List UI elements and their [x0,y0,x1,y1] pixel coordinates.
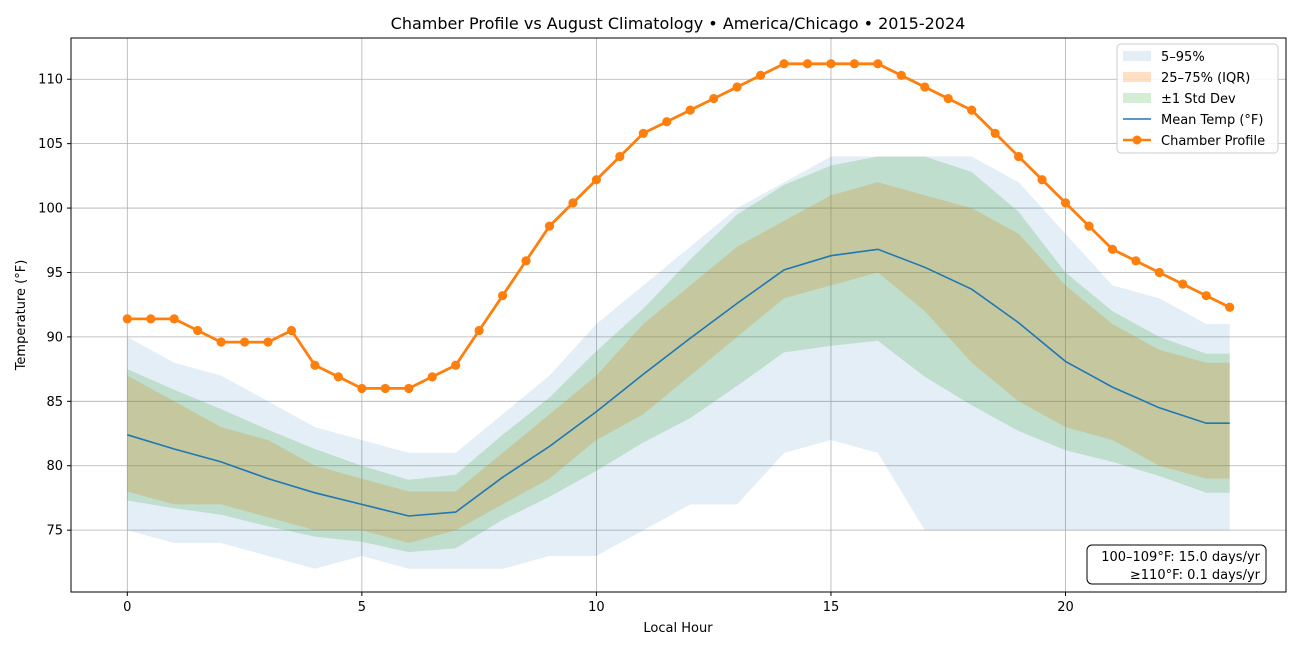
chamber-point [802,59,813,69]
x-tick-label: 5 [358,600,366,615]
chamber-points [122,59,1235,394]
chamber-point [873,59,883,69]
chamber-point [122,314,132,324]
legend-marker-chamber [1132,135,1142,145]
chamber-point [709,93,719,104]
chamber-point [474,325,484,336]
band-iqr [127,182,1230,544]
chamber-point [169,314,179,324]
y-tick-label: 100 [38,202,63,217]
chamber-point [357,383,367,394]
grid [71,38,1286,592]
x-tick-label: 20 [1057,600,1074,615]
chamber-point [544,221,555,231]
chamber-point [1037,175,1047,185]
axes-ticks: 0 5 10 15 20 75 80 85 90 95 100 105 110 [38,73,1074,615]
y-tick-label: 85 [46,395,63,410]
chamber-point [826,59,836,69]
chamber-point [755,70,766,80]
chamber-point [990,128,1000,138]
chamber-point [286,325,297,336]
legend: 5–95% 25–75% (IQR) ±1 Std Dev Mean Temp … [1116,43,1279,154]
band-p5-95 [127,156,1230,569]
chamber-point [615,151,625,162]
chamber-point [404,383,414,394]
y-tick-label: 110 [38,73,63,88]
chamber-point [193,325,203,336]
stat-days-110-plus: ≥110°F: 0.1 days/yr [1130,568,1261,583]
chamber-point [1131,256,1141,266]
y-tick-label: 95 [46,266,63,281]
chamber-point [685,105,695,115]
chamber-point [427,372,437,382]
chamber-point [568,198,578,208]
chamber-point [497,291,508,301]
x-tick-label: 0 [123,600,131,615]
chamber-point [967,105,977,115]
chamber-point [310,360,320,370]
series-lines [127,62,1231,517]
legend-swatch-p5-95 [1123,51,1151,61]
chamber-point [849,59,860,69]
chamber-point [239,337,250,347]
chamber-point [146,314,156,324]
chamber-point [380,383,390,394]
chamber-point [920,82,930,92]
chamber-point [662,117,672,127]
y-tick-label: 75 [46,524,63,539]
chamber-point [591,175,602,185]
chamber-point [943,93,953,104]
series-chamber-line [127,62,1231,390]
legend-swatch-std [1123,93,1151,103]
stats-frame [1086,544,1267,585]
plot-frame [70,37,1287,593]
y-tick-label: 105 [38,137,63,152]
chart-title: Chamber Profile vs August Climatology • … [391,14,966,33]
chamber-point [1154,267,1164,278]
legend-label-std: ±1 Std Dev [1161,92,1236,107]
chamber-point [1201,291,1211,301]
chamber-point [263,337,273,347]
legend-label-mean: Mean Temp (°F) [1161,113,1263,128]
x-tick-label: 15 [823,600,840,615]
chamber-point [1225,302,1235,312]
y-tick-label: 90 [46,330,63,345]
plot-area [71,38,1286,592]
legend-swatch-iqr [1123,72,1151,82]
stats-box: 100–109°F: 15.0 days/yr ≥110°F: 0.1 days… [1086,544,1267,585]
chamber-point [896,70,906,80]
chamber-point [1178,279,1188,289]
legend-label-chamber: Chamber Profile [1161,134,1265,149]
legend-label-p5-95: 5–95% [1161,50,1205,65]
stat-days-100-109: 100–109°F: 15.0 days/yr [1101,550,1260,565]
chamber-point [521,256,531,266]
chamber-point [451,360,461,370]
chamber-point [732,82,742,92]
x-tick-label: 10 [588,600,605,615]
y-axis-title: Temperature (°F) [14,260,29,372]
chamber-point [1084,221,1094,231]
chamber-point [638,128,648,138]
bands [127,156,1230,569]
chamber-point [333,372,343,382]
legend-label-iqr: 25–75% (IQR) [1161,71,1250,86]
band-std [127,156,1230,553]
chamber-point [1107,244,1118,254]
chamber-point [779,59,789,69]
chamber-point [1014,151,1024,162]
series-mean-line [127,248,1230,517]
chamber-point [1060,198,1071,208]
x-axis-title: Local Hour [643,621,713,636]
y-tick-label: 80 [46,459,63,474]
legend-box [1116,43,1279,154]
chamber-point [216,337,226,347]
